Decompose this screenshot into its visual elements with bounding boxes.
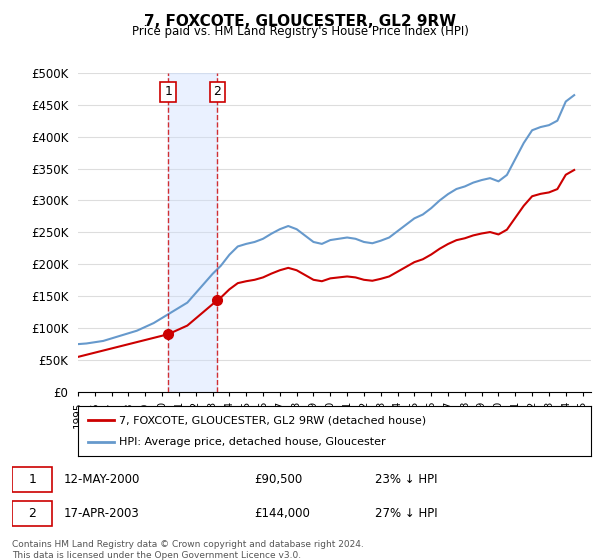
Text: 17-APR-2003: 17-APR-2003 <box>64 507 140 520</box>
Text: £90,500: £90,500 <box>254 473 302 486</box>
FancyBboxPatch shape <box>12 501 52 526</box>
Text: 23% ↓ HPI: 23% ↓ HPI <box>375 473 437 486</box>
Text: 2: 2 <box>214 86 221 99</box>
Text: 27% ↓ HPI: 27% ↓ HPI <box>375 507 437 520</box>
Text: 2: 2 <box>28 507 36 520</box>
Text: 7, FOXCOTE, GLOUCESTER, GL2 9RW: 7, FOXCOTE, GLOUCESTER, GL2 9RW <box>144 14 456 29</box>
Text: 12-MAY-2000: 12-MAY-2000 <box>64 473 140 486</box>
Text: 1: 1 <box>164 86 172 99</box>
Text: Contains HM Land Registry data © Crown copyright and database right 2024.
This d: Contains HM Land Registry data © Crown c… <box>12 540 364 560</box>
FancyBboxPatch shape <box>12 467 52 492</box>
Text: 7, FOXCOTE, GLOUCESTER, GL2 9RW (detached house): 7, FOXCOTE, GLOUCESTER, GL2 9RW (detache… <box>119 415 426 425</box>
Text: HPI: Average price, detached house, Gloucester: HPI: Average price, detached house, Glou… <box>119 437 386 447</box>
Bar <box>168 73 217 392</box>
Text: Price paid vs. HM Land Registry's House Price Index (HPI): Price paid vs. HM Land Registry's House … <box>131 25 469 38</box>
Text: £144,000: £144,000 <box>254 507 310 520</box>
Text: 1: 1 <box>28 473 36 486</box>
